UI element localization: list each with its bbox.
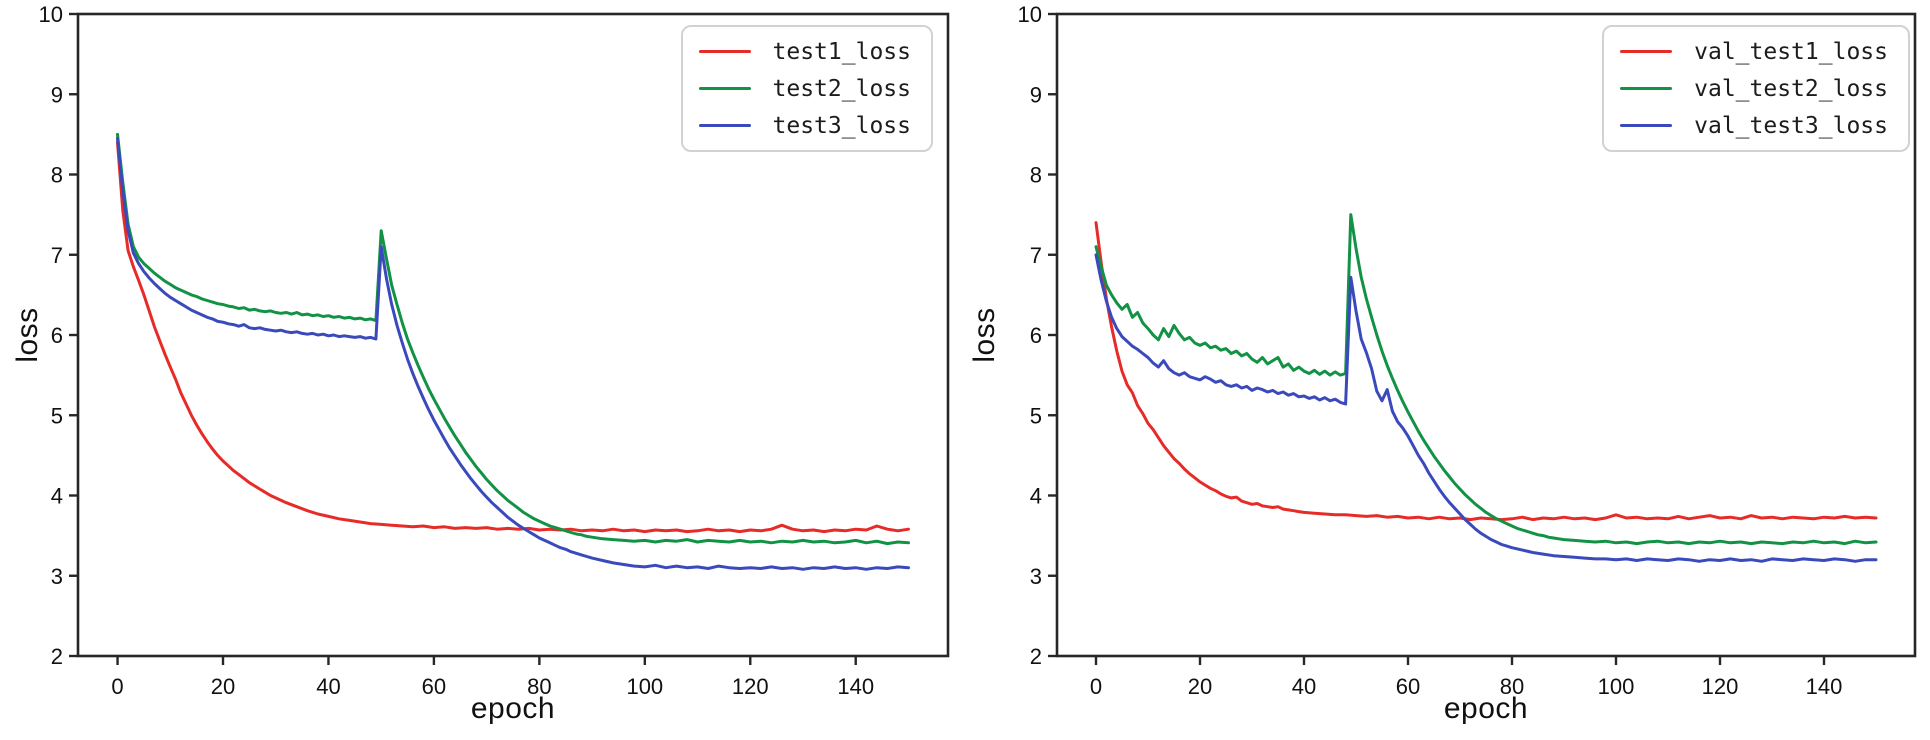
y-tick-label: 3 (51, 564, 63, 589)
y-tick-label: 8 (51, 163, 63, 188)
validation-loss-chart: 0 20 40 60 80 100 120 140 2 3 4 5 6 7 8 9 10 loss epoch … (965, 0, 1930, 740)
y-tick-label: 10 (1018, 2, 1042, 27)
y-tick-label: 3 (1030, 564, 1042, 589)
series-line-test2_loss (116, 132, 910, 546)
y-tick-label: 5 (51, 403, 63, 428)
x-tick-label: 60 (1396, 674, 1420, 699)
y-tick-label: 4 (51, 484, 63, 509)
x-tick-label: 120 (732, 674, 769, 699)
x-tick-label: 120 (1702, 674, 1739, 699)
train-loss-plot: 0 20 40 60 80 100 120 140 2 3 4 5 6 7 8 9 10 (39, 2, 950, 699)
y-axis-label: loss (11, 307, 44, 363)
legend-item: val_test1_loss (1620, 34, 1888, 69)
legend-item: val_test2_loss (1620, 71, 1888, 106)
x-axis-label: epoch (1443, 692, 1529, 725)
y-tick-label: 9 (51, 82, 63, 107)
y-tick-label: 7 (1030, 243, 1042, 268)
y-tick-label: 6 (51, 323, 63, 348)
legend-label: val_test1_loss (1694, 38, 1888, 65)
legend-line-sample (1620, 124, 1673, 127)
train-loss-chart: 0 20 40 60 80 100 120 140 2 3 4 5 6 7 8 9 10 loss epoch … (11, 2, 950, 725)
legend-line-sample (698, 50, 751, 53)
legend: test1_loss test2_loss test3_loss (680, 25, 933, 152)
series-line-test1_loss (116, 140, 910, 534)
y-tick-label: 7 (51, 243, 63, 268)
y-tick-label: 2 (1030, 644, 1042, 669)
legend-item: test3_loss (698, 108, 911, 143)
x-tick-label: 0 (111, 674, 123, 699)
legend-label: val_test2_loss (1694, 75, 1888, 102)
legend-line-sample (698, 87, 751, 90)
y-tick-label: 8 (1030, 163, 1042, 188)
x-tick-label: 100 (626, 674, 663, 699)
x-tick-label: 0 (1090, 674, 1102, 699)
series-line-val_test2_loss (1094, 213, 1878, 546)
legend-line-sample (1620, 50, 1673, 53)
series-line-test3_loss (116, 136, 910, 571)
legend-label: test1_loss (772, 38, 911, 65)
legend-item: test1_loss (698, 34, 911, 69)
validation-loss-plot: 0 20 40 60 80 100 120 140 2 3 4 5 6 7 8 9 10 (1018, 2, 1917, 699)
x-tick-label: 20 (211, 674, 235, 699)
x-tick-label: 140 (1806, 674, 1843, 699)
legend-label: test2_loss (772, 75, 911, 102)
legend-line-sample (1620, 87, 1673, 90)
legend-item: test2_loss (698, 71, 911, 106)
y-tick-label: 6 (1030, 323, 1042, 348)
x-axis-label: epoch (470, 692, 556, 725)
y-tick-label: 9 (1030, 82, 1042, 107)
y-tick-label: 2 (51, 644, 63, 669)
y-tick-label: 5 (1030, 403, 1042, 428)
y-tick-label: 10 (39, 2, 63, 27)
legend-label: test3_loss (772, 112, 911, 139)
y-tick-label: 4 (1030, 484, 1042, 509)
x-tick-label: 100 (1598, 674, 1635, 699)
x-tick-label: 80 (1500, 674, 1524, 699)
x-tick-label: 80 (527, 674, 551, 699)
x-tick-label: 40 (1292, 674, 1316, 699)
x-tick-label: 20 (1188, 674, 1212, 699)
legend: val_test1_loss val_test2_loss val_test3_… (1602, 25, 1910, 152)
series-line-val_test1_loss (1094, 221, 1878, 522)
legend-item: val_test3_loss (1620, 108, 1888, 143)
series-line-val_test3_loss (1094, 253, 1878, 563)
x-tick-label: 40 (316, 674, 340, 699)
legend-label: val_test3_loss (1694, 112, 1888, 139)
x-tick-label: 140 (837, 674, 874, 699)
y-axis-label: loss (968, 307, 1001, 363)
x-tick-label: 60 (422, 674, 446, 699)
legend-line-sample (698, 124, 751, 127)
